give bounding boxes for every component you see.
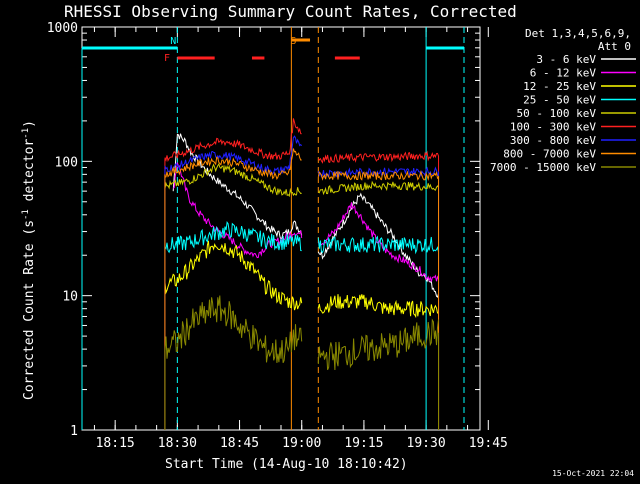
series-line-before-gap	[164, 162, 302, 198]
y-axis-label-group: Corrected Count Rate (s-1 detector-1)	[21, 120, 37, 400]
y-axis-label-part2: detector	[22, 139, 37, 210]
legend-entry-label: 3 - 6 keV	[536, 53, 596, 66]
plot-area: 1 10 100 1000 18:15 18:30 18:45 19:00 19:15 19:30…	[47, 21, 508, 451]
series-line-after-gap	[317, 294, 439, 319]
legend-entry-label: 800 - 7000 keV	[503, 148, 596, 161]
y-tick-label: 100	[55, 155, 78, 170]
x-tick-label: 18:30	[158, 436, 197, 451]
x-tick-label: 19:30	[407, 436, 446, 451]
y-axis-label: Corrected Count Rate (s-1 detector-1)	[21, 120, 37, 400]
series-line-after-gap	[317, 180, 439, 196]
legend-entry-label: 50 - 100 keV	[517, 107, 597, 120]
x-tick-label: 19:00	[282, 436, 321, 451]
legend-header-1: Det 1,3,4,5,6,9,	[525, 27, 631, 40]
series-line-after-gap	[317, 150, 439, 164]
x-tick-label: 18:45	[220, 436, 259, 451]
x-tick-label: 19:15	[344, 436, 383, 451]
series-line-before-gap	[164, 148, 302, 180]
series-line-before-gap	[164, 295, 303, 363]
legend-entry-label: 300 - 800 keV	[510, 134, 596, 147]
series-line-after-gap	[317, 235, 439, 255]
series-line-before-gap	[164, 118, 302, 162]
series-line-after-gap	[317, 192, 439, 298]
flag-S: S	[290, 36, 296, 47]
legend-entry-label: 7000 - 15000 keV	[490, 161, 596, 174]
y-axis-label-sup2: -1	[21, 128, 31, 139]
footer-date: 15-Oct-2021 22:04	[552, 469, 634, 478]
x-tick-label: 19:45	[469, 436, 508, 451]
series-line-after-gap	[317, 170, 439, 181]
y-tick-label: 1	[70, 424, 78, 439]
y-axis-label-sup1: -1	[21, 209, 31, 220]
series-line-after-gap	[317, 318, 439, 371]
series-line-before-gap	[164, 240, 303, 311]
x-axis-label: Start Time (14-Aug-10 18:10:42)	[165, 457, 408, 472]
y-tick-label: 10	[62, 290, 78, 305]
flag-F: F	[164, 53, 170, 64]
y-axis-label-part3: )	[22, 120, 37, 128]
series-line-before-gap	[172, 133, 303, 241]
flag-N: N	[170, 36, 176, 47]
x-tick-label: 18:15	[96, 436, 135, 451]
y-axis-label-part1: Corrected Count Rate (s	[22, 220, 37, 400]
chart-title: RHESSI Observing Summary Count Rates, Co…	[64, 2, 517, 21]
legend-entry-label: 12 - 25 keV	[523, 80, 596, 93]
legend-header-2: Att 0	[598, 40, 631, 53]
y-tick-label: 1000	[47, 21, 78, 36]
legend-entry-label: 6 - 12 keV	[530, 67, 597, 80]
legend-entry-label: 25 - 50 keV	[523, 94, 596, 107]
series-line-before-gap	[164, 220, 302, 254]
plot-frame	[81, 26, 481, 431]
legend-entry-label: 100 - 300 keV	[510, 121, 596, 134]
